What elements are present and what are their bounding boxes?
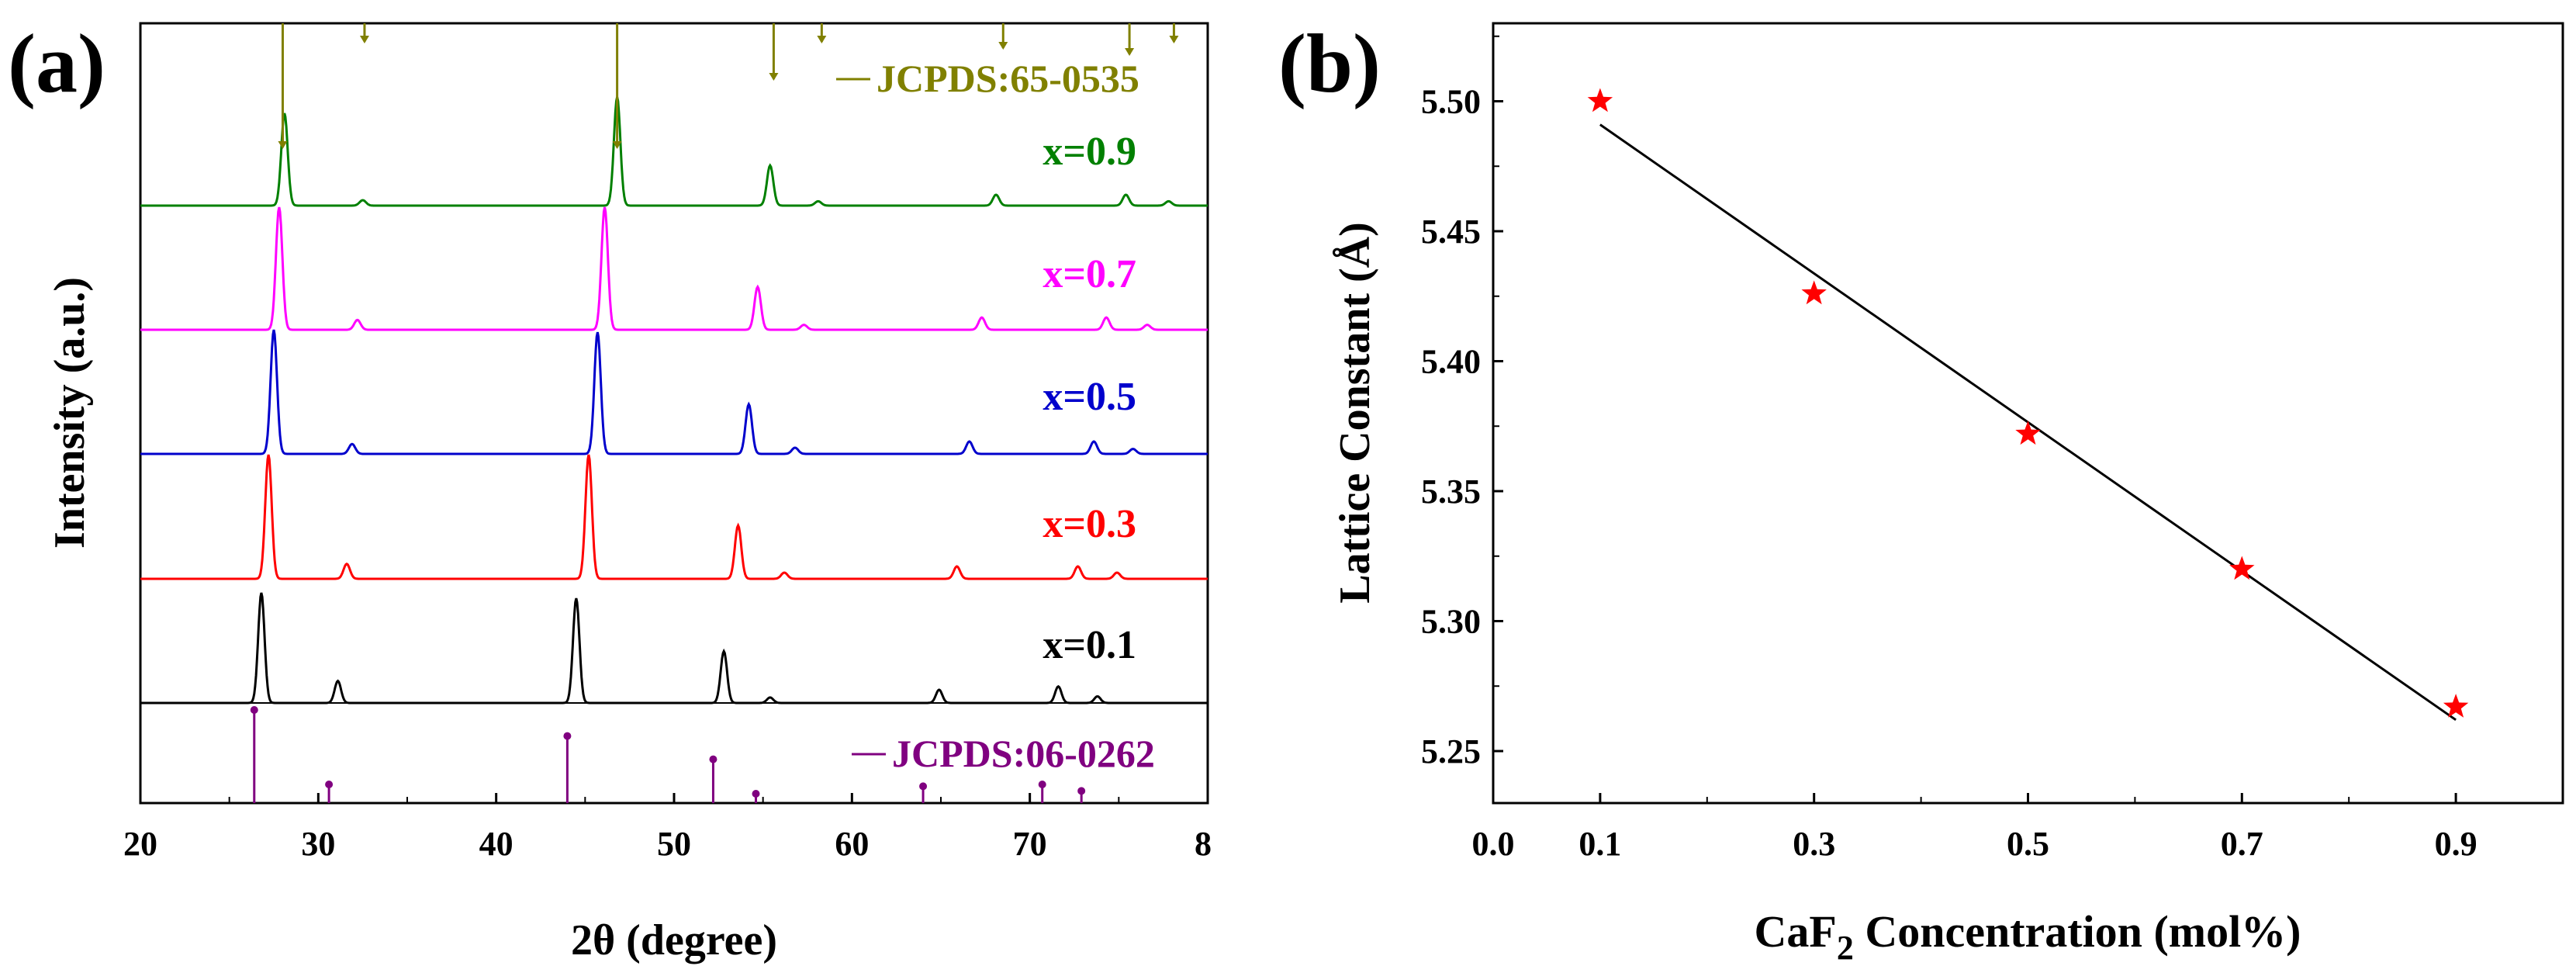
ref-bottom-stick-tip bbox=[1077, 787, 1086, 795]
data-point-star bbox=[2015, 421, 2041, 445]
ref-top-stick-tip bbox=[278, 141, 288, 149]
xlabel-subscript: 2 bbox=[1837, 929, 1854, 966]
ref-bottom-stick-tip bbox=[752, 790, 760, 798]
xrd-x-axis-ticks: 20 30 40 50 60 70 8 bbox=[123, 793, 1212, 863]
x-tick-label: 0.0 bbox=[1472, 825, 1515, 863]
xlabel-main: CaF bbox=[1754, 906, 1836, 957]
lattice-y-axis-label: Lattice Constant (Å) bbox=[1331, 222, 1379, 603]
ref-bottom-stick-tip bbox=[563, 732, 572, 740]
reference-sticks bbox=[250, 23, 1179, 803]
x-tick-label: 0.5 bbox=[2007, 825, 2049, 863]
x-tick-label: 50 bbox=[657, 825, 691, 863]
ref-bottom-stick-tip bbox=[250, 706, 258, 714]
lattice-x-axis-label: CaF2 Concentration (mol%) bbox=[1754, 906, 2301, 966]
data-point-star bbox=[2229, 556, 2255, 580]
xrd-panel: (a) 20 30 40 50 60 70 8 x=0.9 x=0.7 x=0.5 x=0.… bbox=[8, 18, 1212, 964]
ref-bottom-stick-tip bbox=[1038, 781, 1046, 788]
series-label-x0.3: x=0.3 bbox=[1043, 502, 1136, 546]
xrd-x-axis-label: 2θ (degree) bbox=[571, 916, 777, 964]
data-point-star bbox=[1801, 280, 1827, 305]
y-tick-label: 5.40 bbox=[1421, 343, 1481, 381]
panel-a-label: (a) bbox=[8, 18, 105, 110]
ref-bottom-legend-label: JCPDS:06-0262 bbox=[892, 732, 1155, 775]
y-tick-label: 5.50 bbox=[1421, 83, 1481, 121]
lattice-y-axis-ticks: 5.25 5.30 5.35 5.40 5.45 5.50 bbox=[1421, 35, 1503, 770]
series-label-x0.9: x=0.9 bbox=[1043, 130, 1136, 174]
lattice-x-axis-ticks: 0.0 0.1 0.3 0.5 0.7 0.9 bbox=[1472, 793, 2564, 863]
x-tick-label: 40 bbox=[479, 825, 513, 863]
y-tick-label: 5.35 bbox=[1421, 473, 1481, 511]
ref-top-stick-tip bbox=[769, 73, 779, 81]
x-tick-label: 0.7 bbox=[2221, 825, 2263, 863]
xrd-series-line bbox=[140, 454, 1208, 580]
data-point-star bbox=[1587, 88, 1613, 113]
x-tick-label: 60 bbox=[835, 825, 869, 863]
x-tick-label: 0.9 bbox=[2435, 825, 2477, 863]
x-tick-label: 0.1 bbox=[1578, 825, 1621, 863]
xrd-series-line bbox=[140, 206, 1208, 331]
xrd-series-line bbox=[140, 592, 1208, 705]
ref-bottom-stick-tip bbox=[325, 781, 334, 788]
x-tick-label: 0.3 bbox=[1793, 825, 1835, 863]
x-tick-label: 30 bbox=[301, 825, 335, 863]
xrd-series-line bbox=[140, 96, 1208, 207]
x-tick-label: 70 bbox=[1013, 825, 1047, 863]
ref-top-stick-tip bbox=[1125, 48, 1135, 56]
y-tick-label: 5.30 bbox=[1421, 603, 1481, 641]
series-label-x0.1: x=0.1 bbox=[1043, 623, 1136, 667]
ref-top-stick-tip bbox=[817, 36, 827, 43]
series-label-x0.5: x=0.5 bbox=[1043, 375, 1136, 419]
ref-top-stick-tip bbox=[612, 141, 622, 149]
xrd-pattern-lines bbox=[140, 96, 1208, 705]
ref-bottom-stick-tip bbox=[709, 755, 717, 763]
y-tick-label: 5.25 bbox=[1421, 732, 1481, 770]
x-tick-label: 8 bbox=[1195, 825, 1212, 863]
data-point-star bbox=[2443, 694, 2469, 718]
x-tick-label: 20 bbox=[123, 825, 157, 863]
ref-top-stick-tip bbox=[359, 36, 369, 43]
ref-top-stick-tip bbox=[1169, 36, 1179, 43]
lattice-plot-frame bbox=[1492, 22, 2564, 805]
xrd-series-line bbox=[140, 329, 1208, 455]
xrd-y-axis-label: Intensity (a.u.) bbox=[46, 277, 94, 549]
lattice-data-points bbox=[1587, 88, 2469, 718]
y-tick-label: 5.45 bbox=[1421, 213, 1481, 251]
ref-top-legend-label: JCPDS:65-0535 bbox=[877, 57, 1139, 100]
lattice-panel: (b) 5.255.305.355.405.455.50 0.0 0.1 0.3 0.… bbox=[1278, 18, 2564, 966]
series-label-x0.7: x=0.7 bbox=[1043, 252, 1136, 296]
panel-b-label: (b) bbox=[1278, 18, 1381, 110]
ref-top-stick-tip bbox=[998, 42, 1008, 50]
ref-bottom-stick-tip bbox=[919, 782, 928, 791]
xlabel-rest: Concentration (mol%) bbox=[1854, 906, 2301, 957]
